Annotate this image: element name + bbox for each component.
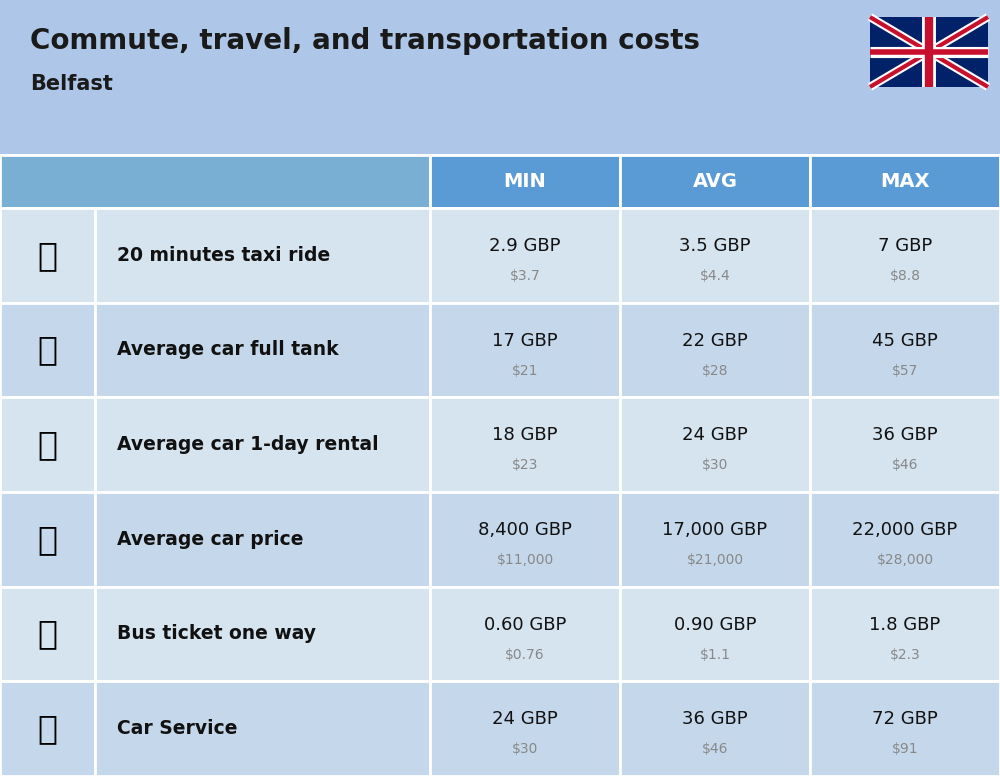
Text: $0.76: $0.76 (505, 648, 545, 662)
Text: 45 GBP: 45 GBP (872, 331, 938, 349)
Text: 22,000 GBP: 22,000 GBP (852, 521, 958, 539)
FancyBboxPatch shape (620, 492, 810, 587)
FancyBboxPatch shape (810, 155, 1000, 208)
Text: MAX: MAX (880, 172, 930, 191)
Text: 3.5 GBP: 3.5 GBP (679, 237, 751, 255)
Text: 🚙: 🚙 (38, 428, 58, 461)
Text: Car Service: Car Service (117, 719, 238, 738)
Text: $28,000: $28,000 (876, 553, 934, 567)
Text: $28: $28 (702, 364, 728, 378)
Text: $8.8: $8.8 (890, 269, 920, 283)
FancyBboxPatch shape (430, 587, 620, 681)
FancyBboxPatch shape (95, 208, 430, 303)
Text: $4.4: $4.4 (700, 269, 730, 283)
Text: 0.60 GBP: 0.60 GBP (484, 615, 566, 633)
Text: 7 GBP: 7 GBP (878, 237, 932, 255)
Text: 36 GBP: 36 GBP (682, 710, 748, 728)
Text: 20 minutes taxi ride: 20 minutes taxi ride (117, 246, 330, 265)
FancyBboxPatch shape (95, 492, 430, 587)
FancyBboxPatch shape (95, 303, 430, 397)
FancyBboxPatch shape (430, 492, 620, 587)
FancyBboxPatch shape (0, 681, 95, 776)
FancyBboxPatch shape (620, 155, 810, 208)
Text: ⛽: ⛽ (38, 334, 58, 366)
Text: $30: $30 (702, 459, 728, 473)
FancyBboxPatch shape (430, 303, 620, 397)
Text: 72 GBP: 72 GBP (872, 710, 938, 728)
FancyBboxPatch shape (0, 397, 95, 492)
Text: 17,000 GBP: 17,000 GBP (662, 521, 768, 539)
FancyBboxPatch shape (810, 208, 1000, 303)
FancyBboxPatch shape (870, 17, 988, 87)
FancyBboxPatch shape (95, 397, 430, 492)
FancyBboxPatch shape (0, 155, 430, 208)
FancyBboxPatch shape (430, 208, 620, 303)
Text: MIN: MIN (504, 172, 546, 191)
Text: 8,400 GBP: 8,400 GBP (478, 521, 572, 539)
FancyBboxPatch shape (430, 681, 620, 776)
FancyBboxPatch shape (0, 208, 95, 303)
Text: $91: $91 (892, 743, 918, 757)
FancyBboxPatch shape (430, 155, 620, 208)
Text: 2.9 GBP: 2.9 GBP (489, 237, 561, 255)
Text: $46: $46 (702, 743, 728, 757)
Text: 🚗: 🚗 (38, 523, 58, 556)
Text: 17 GBP: 17 GBP (492, 331, 558, 349)
Text: Average car 1-day rental: Average car 1-day rental (117, 435, 379, 454)
FancyBboxPatch shape (95, 681, 430, 776)
Text: 0.90 GBP: 0.90 GBP (674, 615, 756, 633)
FancyBboxPatch shape (810, 587, 1000, 681)
FancyBboxPatch shape (620, 208, 810, 303)
Text: $57: $57 (892, 364, 918, 378)
Text: 24 GBP: 24 GBP (682, 426, 748, 444)
FancyBboxPatch shape (430, 397, 620, 492)
Text: 🚕: 🚕 (38, 239, 58, 272)
FancyBboxPatch shape (620, 587, 810, 681)
FancyBboxPatch shape (95, 587, 430, 681)
Text: Commute, travel, and transportation costs: Commute, travel, and transportation cost… (30, 27, 700, 55)
Text: $1.1: $1.1 (700, 648, 731, 662)
Text: $21: $21 (512, 364, 538, 378)
FancyBboxPatch shape (0, 587, 95, 681)
FancyBboxPatch shape (620, 681, 810, 776)
Text: $3.7: $3.7 (510, 269, 540, 283)
Text: 36 GBP: 36 GBP (872, 426, 938, 444)
Text: 1.8 GBP: 1.8 GBP (869, 615, 941, 633)
FancyBboxPatch shape (810, 397, 1000, 492)
Text: Average car full tank: Average car full tank (117, 341, 339, 359)
FancyBboxPatch shape (620, 397, 810, 492)
Text: 22 GBP: 22 GBP (682, 331, 748, 349)
Text: $11,000: $11,000 (496, 553, 554, 567)
Text: AVG: AVG (693, 172, 738, 191)
Text: $23: $23 (512, 459, 538, 473)
FancyBboxPatch shape (810, 492, 1000, 587)
Text: Belfast: Belfast (30, 74, 113, 94)
Text: $2.3: $2.3 (890, 648, 920, 662)
FancyBboxPatch shape (620, 303, 810, 397)
FancyArrow shape (0, 154, 1000, 156)
Text: 18 GBP: 18 GBP (492, 426, 558, 444)
Text: 24 GBP: 24 GBP (492, 710, 558, 728)
Text: Bus ticket one way: Bus ticket one way (117, 625, 316, 643)
FancyBboxPatch shape (0, 303, 95, 397)
Text: 🚌: 🚌 (38, 618, 58, 650)
Text: $21,000: $21,000 (686, 553, 744, 567)
Text: 🔧: 🔧 (38, 712, 58, 745)
FancyBboxPatch shape (810, 681, 1000, 776)
FancyBboxPatch shape (0, 492, 95, 587)
Text: Average car price: Average car price (117, 530, 304, 549)
FancyBboxPatch shape (810, 303, 1000, 397)
Text: $46: $46 (892, 459, 918, 473)
Text: $30: $30 (512, 743, 538, 757)
